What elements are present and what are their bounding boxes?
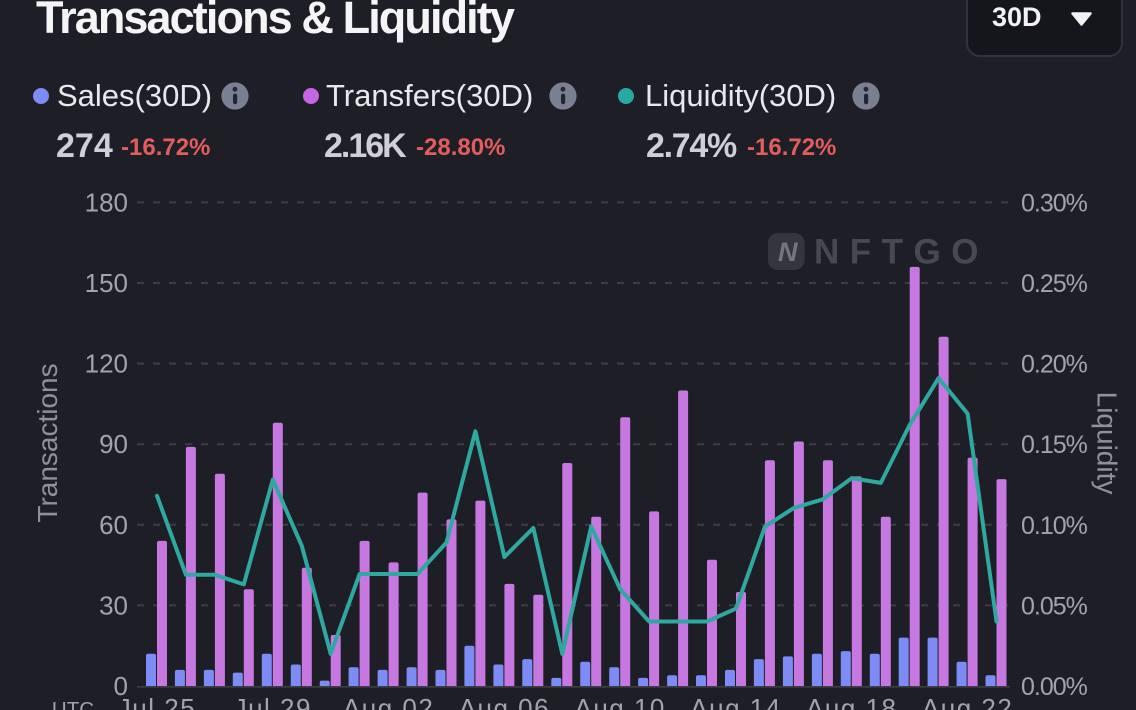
svg-text:60: 60 xyxy=(99,510,128,540)
svg-text:Aug 18: Aug 18 xyxy=(806,693,897,710)
svg-text:UTC: UTC xyxy=(52,698,94,710)
svg-text:N: N xyxy=(778,237,798,267)
svg-text:0.10%: 0.10% xyxy=(1021,512,1088,540)
svg-text:Jul 25: Jul 25 xyxy=(118,693,196,710)
svg-text:0.30%: 0.30% xyxy=(1021,189,1088,217)
svg-text:Liquidity: Liquidity xyxy=(1092,392,1123,495)
svg-text:90: 90 xyxy=(99,429,128,459)
svg-text:0.15%: 0.15% xyxy=(1021,431,1088,459)
svg-text:Aug 22: Aug 22 xyxy=(922,693,1013,710)
svg-text:30: 30 xyxy=(99,590,128,620)
svg-text:Aug 06: Aug 06 xyxy=(459,693,550,710)
svg-text:Transactions: Transactions xyxy=(32,363,63,522)
svg-text:0.05%: 0.05% xyxy=(1021,592,1088,620)
svg-text:120: 120 xyxy=(85,349,128,379)
svg-text:Jul 29: Jul 29 xyxy=(234,693,312,710)
svg-text:0.00%: 0.00% xyxy=(1021,673,1088,701)
svg-text:0.25%: 0.25% xyxy=(1021,270,1088,298)
svg-text:NFTGO: NFTGO xyxy=(814,233,989,272)
svg-text:0: 0 xyxy=(114,671,128,701)
svg-text:Aug 10: Aug 10 xyxy=(574,693,665,710)
svg-text:150: 150 xyxy=(85,268,128,298)
svg-text:Aug 02: Aug 02 xyxy=(343,693,434,710)
svg-text:0.20%: 0.20% xyxy=(1021,351,1088,379)
svg-text:Aug 14: Aug 14 xyxy=(690,693,781,710)
svg-text:180: 180 xyxy=(85,187,128,217)
